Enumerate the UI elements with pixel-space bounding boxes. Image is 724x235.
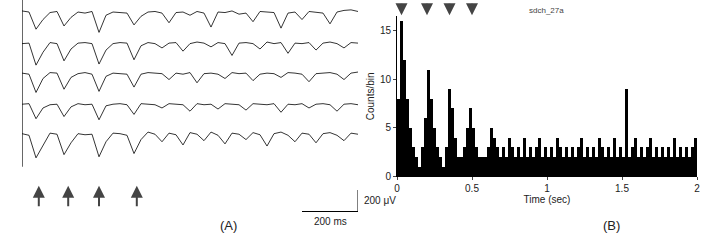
svg-text:0: 0 <box>385 171 391 182</box>
svg-text:Time (sec): Time (sec) <box>524 194 571 205</box>
svg-text:1.5: 1.5 <box>615 183 629 194</box>
svg-text:1: 1 <box>544 183 550 194</box>
svg-text:(A): (A) <box>220 218 237 233</box>
svg-text:200 μV: 200 μV <box>364 195 396 206</box>
svg-text:0.5: 0.5 <box>465 183 479 194</box>
svg-text:(B): (B) <box>603 218 620 233</box>
svg-text:15: 15 <box>380 25 392 36</box>
svg-text:2: 2 <box>694 183 700 194</box>
svg-text:200 ms: 200 ms <box>314 216 347 227</box>
svg-text:Counts/bin: Counts/bin <box>365 72 376 120</box>
svg-text:sdch_27a: sdch_27a <box>529 6 564 15</box>
svg-text:10: 10 <box>380 74 392 85</box>
svg-text:5: 5 <box>385 122 391 133</box>
svg-text:0: 0 <box>394 183 400 194</box>
